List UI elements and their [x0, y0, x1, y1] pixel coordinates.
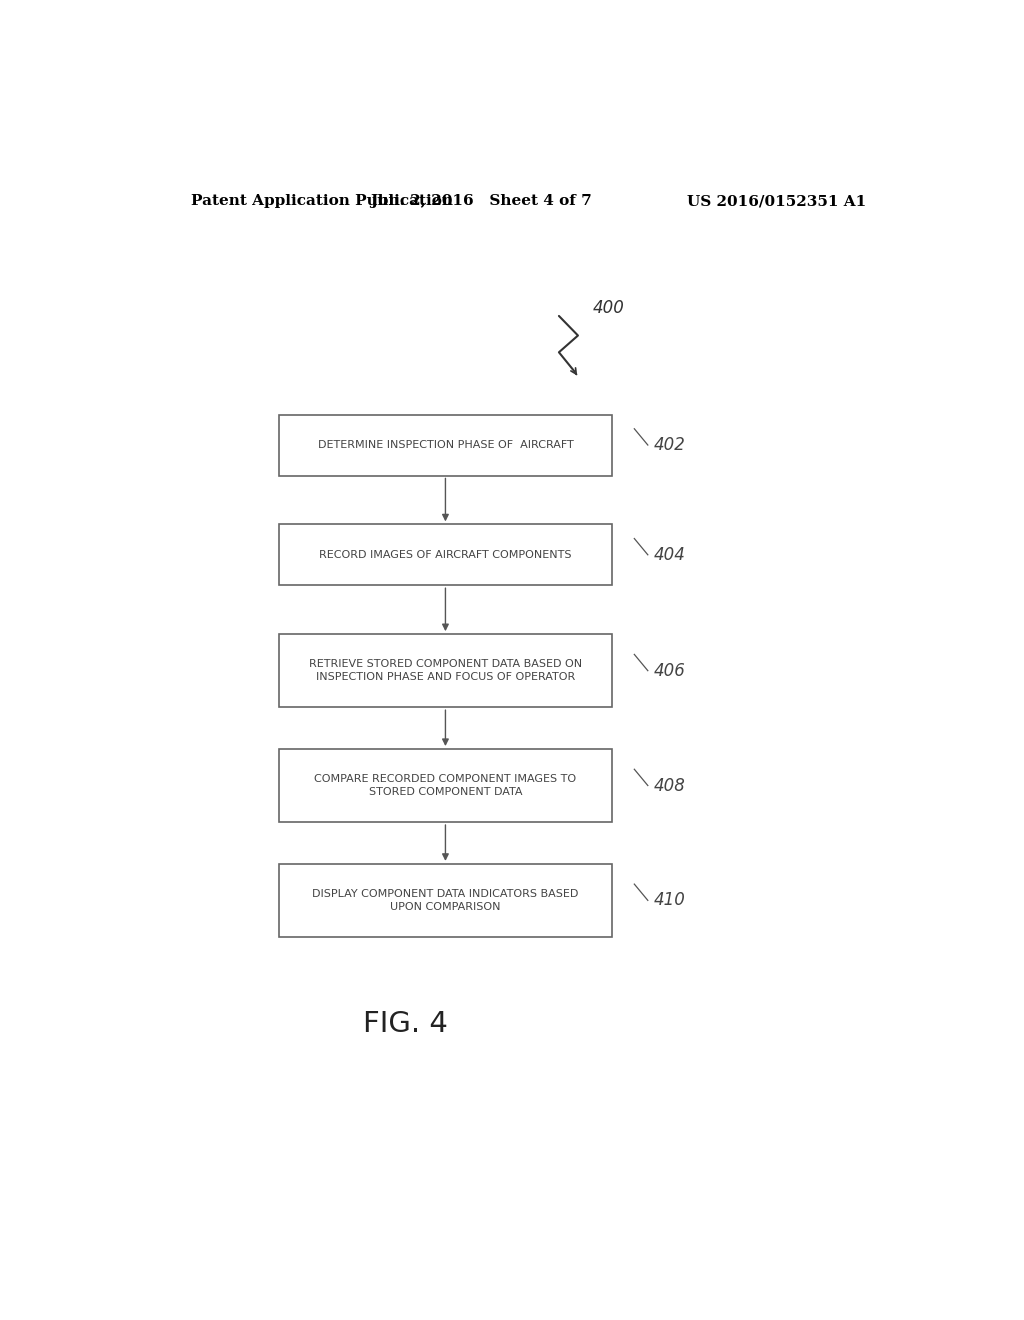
Text: COMPARE RECORDED COMPONENT IMAGES TO
STORED COMPONENT DATA: COMPARE RECORDED COMPONENT IMAGES TO STO… [314, 774, 577, 797]
Bar [279, 863, 612, 937]
Text: DISPLAY COMPONENT DATA INDICATORS BASED
UPON COMPARISON: DISPLAY COMPONENT DATA INDICATORS BASED … [312, 888, 579, 912]
Bar [279, 634, 612, 708]
Text: 404: 404 [653, 545, 685, 564]
Text: 406: 406 [653, 661, 685, 680]
Bar [279, 414, 612, 475]
Text: FIG. 4: FIG. 4 [364, 1010, 449, 1039]
Text: 400: 400 [592, 298, 625, 317]
Text: US 2016/0152351 A1: US 2016/0152351 A1 [687, 194, 866, 209]
Text: Jun. 2, 2016   Sheet 4 of 7: Jun. 2, 2016 Sheet 4 of 7 [371, 194, 592, 209]
Bar [279, 524, 612, 585]
Text: Patent Application Publication: Patent Application Publication [191, 194, 454, 209]
Text: 408: 408 [653, 776, 685, 795]
Bar [279, 748, 612, 822]
Text: RECORD IMAGES OF AIRCRAFT COMPONENTS: RECORD IMAGES OF AIRCRAFT COMPONENTS [319, 550, 571, 560]
Text: 410: 410 [653, 891, 685, 909]
Text: DETERMINE INSPECTION PHASE OF  AIRCRAFT: DETERMINE INSPECTION PHASE OF AIRCRAFT [317, 440, 573, 450]
Text: RETRIEVE STORED COMPONENT DATA BASED ON
INSPECTION PHASE AND FOCUS OF OPERATOR: RETRIEVE STORED COMPONENT DATA BASED ON … [309, 659, 582, 682]
Text: 402: 402 [653, 436, 685, 454]
